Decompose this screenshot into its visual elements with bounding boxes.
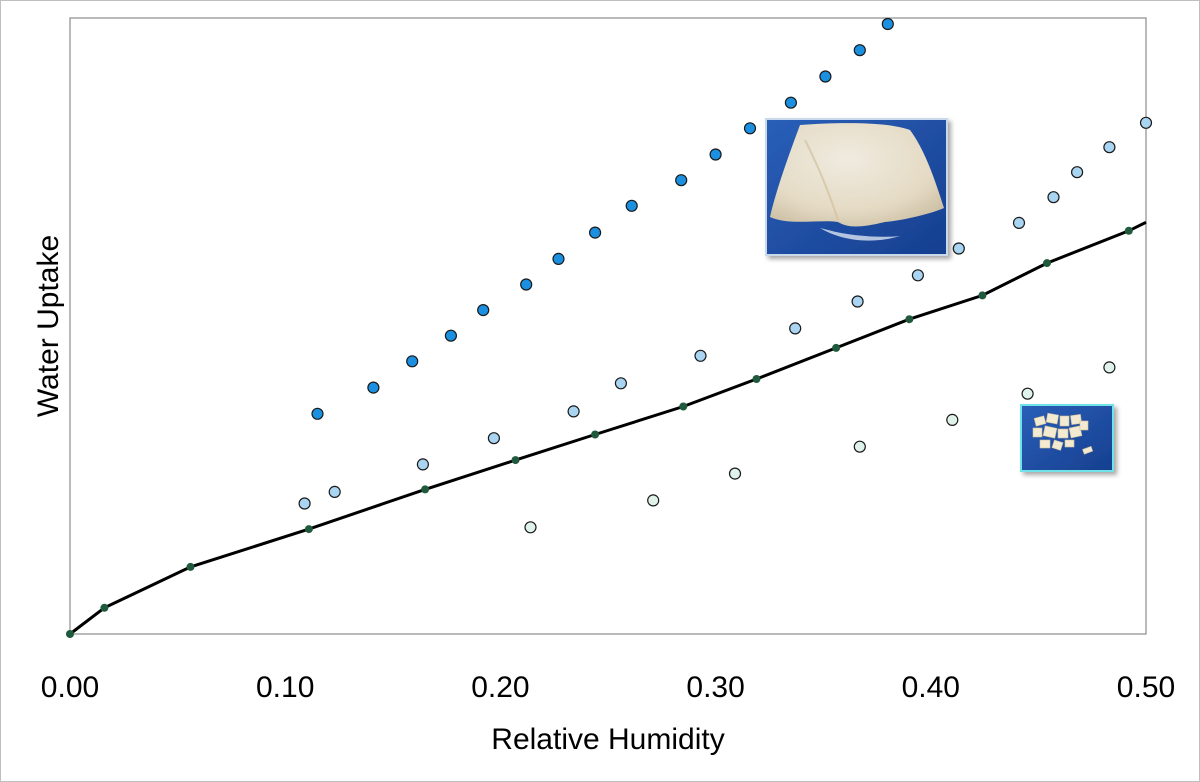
series-1-point-2 — [406, 355, 419, 368]
series-2-point-6 — [694, 349, 707, 362]
series-2-point-11 — [1012, 216, 1026, 229]
series-1-point-1 — [367, 381, 380, 394]
x-tick-label-5: 0.50 — [1117, 671, 1175, 704]
series-2-point-3 — [487, 432, 500, 445]
film-photo-inset — [765, 118, 948, 256]
series-1-point-11 — [743, 122, 757, 135]
x-axis-title: Relative Humidity — [491, 723, 724, 756]
series-2-point-14 — [1103, 141, 1116, 154]
series-0-point-8 — [752, 375, 761, 383]
series-2-point-12 — [1047, 191, 1060, 204]
series-2-point-4 — [567, 405, 580, 418]
series-1-point-8 — [625, 199, 638, 212]
series-3 — [524, 361, 1116, 534]
series-0-point-0 — [66, 630, 74, 638]
series-0-point-3 — [304, 525, 313, 534]
series-3-point-1 — [647, 494, 660, 507]
film-shape — [770, 123, 944, 227]
series-0-point-4 — [421, 485, 430, 494]
x-tick-label-4: 0.40 — [902, 671, 960, 704]
series-layer — [66, 17, 1153, 638]
plot-area — [69, 17, 1147, 635]
series-0-point-10 — [905, 315, 914, 324]
series-1-point-13 — [819, 70, 832, 83]
series-2-point-7 — [789, 322, 802, 335]
series-0-point-13 — [1124, 226, 1133, 235]
series-0-point-5 — [511, 456, 520, 465]
series-1-point-3 — [444, 329, 457, 342]
series-0-point-2 — [186, 562, 195, 571]
series-3-point-4 — [946, 413, 959, 426]
series-0-point-9 — [832, 343, 841, 352]
series-3-point-6 — [1103, 361, 1116, 374]
series-0-point-11 — [978, 291, 987, 300]
series-1-point-5 — [520, 278, 533, 291]
series-0-point-7 — [679, 402, 688, 411]
series-0-point-6 — [591, 430, 600, 439]
series-1-point-0 — [311, 407, 324, 420]
series-2-point-13 — [1070, 166, 1084, 179]
series-2-point-1 — [328, 485, 341, 498]
x-tick-label-3: 0.30 — [686, 671, 744, 704]
series-3-point-0 — [524, 521, 537, 534]
series-1-point-9 — [675, 174, 688, 187]
series-0-point-12 — [1043, 259, 1051, 268]
x-tick-label-0: 0.00 — [41, 671, 99, 704]
series-1-point-10 — [709, 148, 722, 161]
series-2-point-8 — [851, 295, 864, 308]
series-1-point-15 — [881, 17, 894, 31]
series-2-point-15 — [1139, 116, 1153, 129]
series-2-point-9 — [911, 269, 925, 282]
series-3-point-2 — [728, 467, 742, 480]
series-1-point-6 — [552, 252, 565, 265]
x-tick-labels: 0.00 0.10 0.20 0.30 0.40 0.50 — [41, 671, 1175, 704]
series-0-line — [69, 220, 1147, 636]
series-2-point-5 — [614, 377, 628, 390]
series-1-point-12 — [784, 96, 798, 109]
y-axis-title: Water Uptake — [32, 235, 65, 417]
series-3-point-3 — [853, 440, 866, 453]
series-2-point-0 — [298, 497, 311, 510]
x-tick-label-1: 0.10 — [256, 671, 314, 704]
series-2-point-10 — [952, 242, 965, 255]
series-1-point-4 — [477, 304, 490, 317]
series-3-point-5 — [1021, 387, 1034, 400]
series-2 — [298, 116, 1153, 510]
fragments-photo-inset — [1020, 404, 1114, 472]
series-0 — [66, 220, 1147, 638]
x-tick-label-2: 0.20 — [471, 671, 529, 704]
series-2-point-2 — [416, 458, 429, 471]
series-1-point-14 — [853, 44, 866, 57]
series-1 — [311, 17, 894, 420]
series-0-point-1 — [100, 603, 109, 612]
series-1-point-7 — [588, 226, 602, 239]
